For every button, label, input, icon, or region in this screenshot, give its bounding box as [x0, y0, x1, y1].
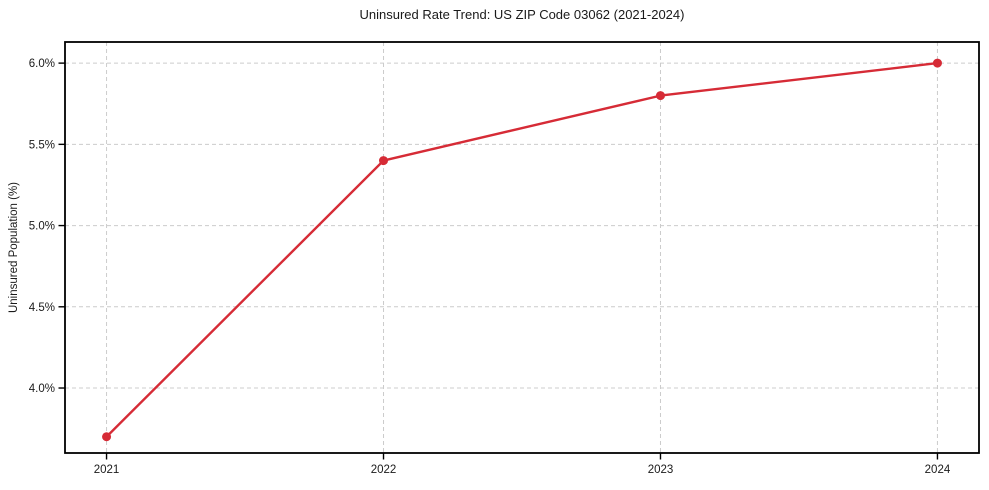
y-tick-label: 4.0% — [29, 383, 55, 395]
data-point-2021 — [102, 432, 112, 442]
y-tick-label: 4.5% — [29, 302, 55, 314]
data-point-2023 — [655, 91, 665, 101]
x-tick-label: 2023 — [648, 464, 674, 476]
y-tick-label: 5.5% — [29, 139, 55, 151]
x-tick-label: 2024 — [925, 464, 951, 476]
y-tick-label: 6.0% — [29, 58, 55, 70]
plot-border — [64, 41, 980, 454]
chart-title: Uninsured Rate Trend: US ZIP Code 03062 … — [359, 7, 685, 22]
data-point-2022 — [379, 156, 389, 166]
x-tick-label: 2022 — [371, 464, 397, 476]
y-tick-label: 5.0% — [29, 221, 55, 233]
trend-line — [105, 61, 939, 438]
x-tick-label: 2021 — [94, 464, 120, 476]
data-point-2024 — [932, 58, 942, 68]
